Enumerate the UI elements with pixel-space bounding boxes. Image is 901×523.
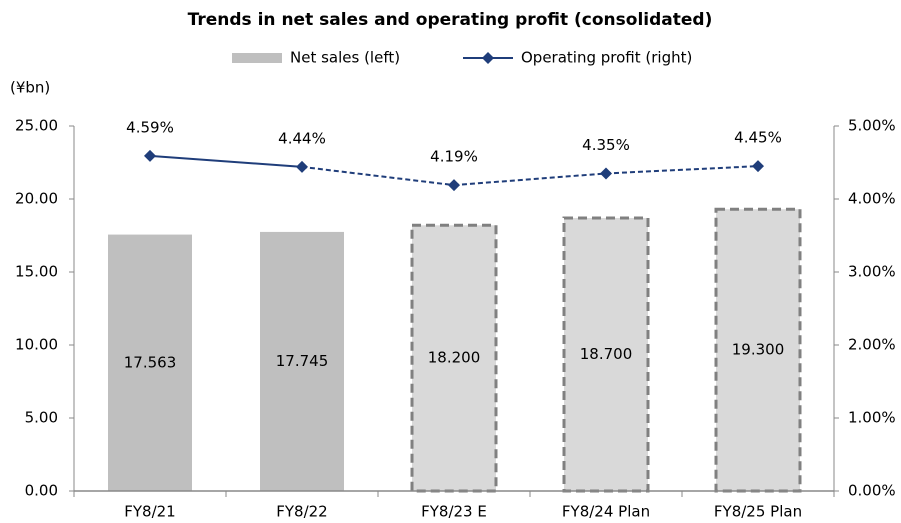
y-tick-label: 25.00 bbox=[15, 117, 58, 135]
line-value-label: 4.45% bbox=[734, 129, 782, 147]
y2-tick-label: 0.00% bbox=[848, 482, 896, 500]
y2-tick-label: 1.00% bbox=[848, 409, 896, 427]
bar-value-label: 19.300 bbox=[732, 341, 785, 359]
bar-value-label: 17.563 bbox=[124, 353, 177, 371]
legend-swatch bbox=[482, 52, 494, 64]
line-segment bbox=[301, 165, 455, 187]
line-value-label: 4.19% bbox=[430, 148, 478, 166]
bar bbox=[260, 231, 344, 491]
legend-label: Operating profit (right) bbox=[521, 49, 692, 67]
y2-tick-label: 3.00% bbox=[848, 263, 896, 281]
x-tick-label: FY8/21 bbox=[124, 503, 175, 521]
bar bbox=[714, 207, 802, 493]
bar-value-label: 17.745 bbox=[276, 352, 329, 370]
bar bbox=[410, 223, 498, 493]
x-tick-label: FY8/25 Plan bbox=[714, 503, 802, 521]
x-tick-label: FY8/24 Plan bbox=[562, 503, 650, 521]
y2-tick-label: 2.00% bbox=[848, 336, 896, 354]
y-tick-label: 0.00 bbox=[25, 482, 58, 500]
y2-tick-label: 4.00% bbox=[848, 190, 896, 208]
x-tick-label: FY8/22 bbox=[276, 503, 327, 521]
bar bbox=[562, 216, 650, 493]
line-marker bbox=[600, 167, 612, 180]
line-marker bbox=[448, 179, 460, 192]
y-axis-unit: (¥bn) bbox=[10, 79, 50, 97]
x-tick-label: FY8/23 E bbox=[421, 503, 487, 521]
line-value-label: 4.35% bbox=[582, 136, 630, 154]
legend-label: Net sales (left) bbox=[290, 49, 400, 67]
y-tick-label: 10.00 bbox=[15, 336, 58, 354]
bar-value-label: 18.700 bbox=[580, 345, 633, 363]
y-tick-label: 5.00 bbox=[25, 409, 58, 427]
line-value-label: 4.44% bbox=[278, 129, 326, 147]
line-marker bbox=[752, 160, 764, 173]
chart-title: Trends in net sales and operating profit… bbox=[188, 10, 713, 30]
line-segment bbox=[605, 165, 759, 175]
bar-value-label: 18.200 bbox=[428, 349, 481, 367]
legend-swatch bbox=[232, 53, 282, 63]
y2-tick-label: 5.00% bbox=[848, 117, 896, 135]
bar bbox=[108, 234, 192, 491]
line-marker bbox=[144, 149, 156, 162]
y-tick-label: 15.00 bbox=[15, 263, 58, 281]
y-tick-label: 20.00 bbox=[15, 190, 58, 208]
line-segment bbox=[149, 154, 303, 168]
line-segment bbox=[453, 172, 607, 187]
line-value-label: 4.59% bbox=[126, 118, 174, 136]
line-marker bbox=[296, 160, 308, 173]
